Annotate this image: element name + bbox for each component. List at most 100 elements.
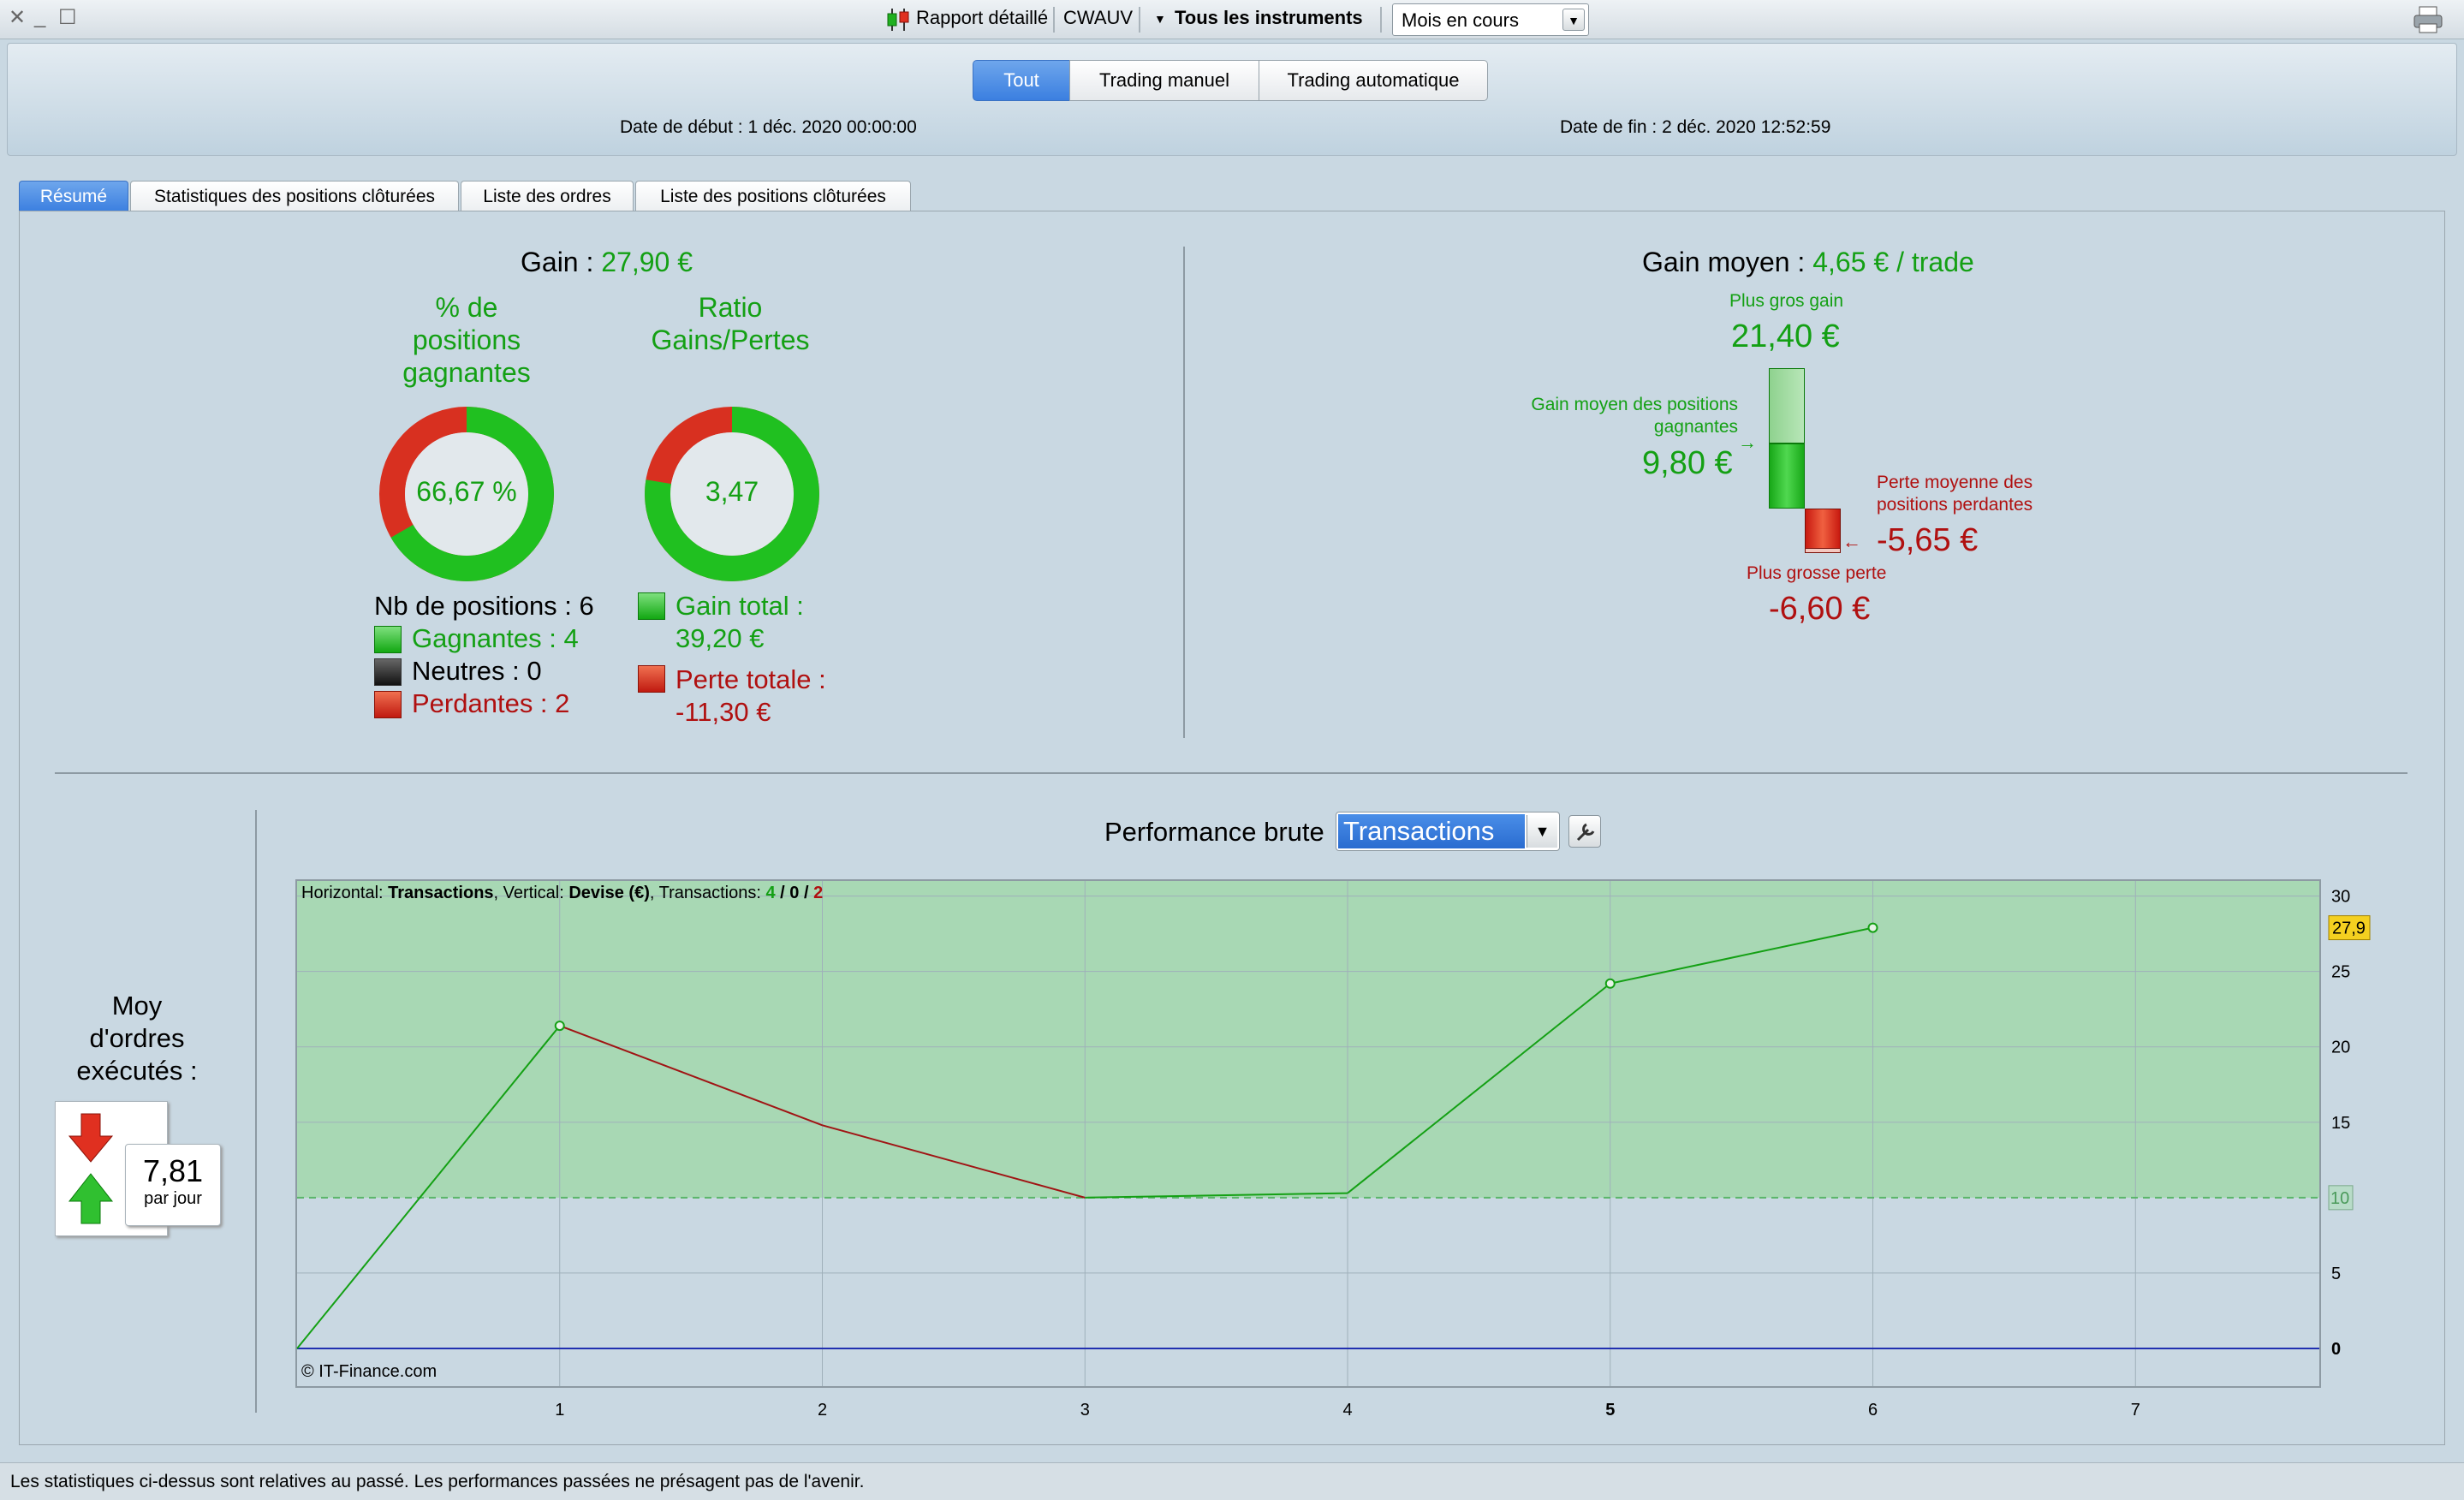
period-select[interactable]: Mois en cours ▼ xyxy=(1392,3,1589,36)
total-gain-label: Gain total : xyxy=(676,591,804,621)
positions-count: Nb de positions : 6 xyxy=(374,591,594,621)
reference-badge-box xyxy=(2328,1185,2354,1211)
caret-down-icon[interactable]: ▼ xyxy=(1154,12,1166,26)
green-square-icon xyxy=(374,626,402,653)
winning-pct-title-line: % de xyxy=(435,292,498,323)
average-losing-label: Perte moyenne des positions perdantes xyxy=(1877,472,2033,516)
y-tick-label: 30 xyxy=(2331,888,2350,907)
largest-loss-label: Plus grosse perte xyxy=(1747,563,1887,583)
status-bar: Les statistiques ci-dessus sont relative… xyxy=(0,1462,2464,1500)
y-tick-label: 20 xyxy=(2331,1039,2350,1057)
arrow-down-icon xyxy=(68,1113,114,1163)
series xyxy=(296,922,1878,1349)
axis-ticks: 1 2 3 4 5 6 7 30 25 20 15 5 0 xyxy=(555,888,2350,1420)
largest-loss-value: -6,60 € xyxy=(1769,591,1871,627)
gridlines xyxy=(297,881,2319,1386)
data-point xyxy=(554,1021,565,1032)
donut-center xyxy=(405,432,528,556)
printer-icon[interactable] xyxy=(2413,5,2443,34)
candlestick-chart-icon xyxy=(885,7,911,33)
largest-gain-label: Plus gros gain xyxy=(1729,291,1844,311)
chart-info-part: / xyxy=(799,884,813,902)
chevron-down-icon[interactable]: ▼ xyxy=(1527,815,1557,848)
arrow-left-icon: ← xyxy=(1842,531,1861,552)
above-reference-fill xyxy=(297,881,2319,1198)
toolbar-separator xyxy=(1053,7,1055,33)
last-value-badge: 27,9 xyxy=(2328,915,2371,941)
segment-manual-trading[interactable]: Trading manuel xyxy=(1069,60,1259,101)
maximize-icon[interactable]: ☐ xyxy=(58,6,77,29)
account-label[interactable]: CWAUV xyxy=(1063,7,1134,28)
vertical-divider xyxy=(255,810,257,1413)
average-losing-label-line: Perte moyenne des xyxy=(1877,473,2033,492)
average-winning-label: Gain moyen des positions gagnantes xyxy=(1455,394,1738,438)
period-select-value: Mois en cours xyxy=(1402,9,1519,31)
tab-closed-positions-list[interactable]: Liste des positions clôturées xyxy=(635,181,911,211)
total-loss-label: Perte totale : xyxy=(676,664,826,694)
total-loss-value: -11,30 € xyxy=(676,697,771,727)
average-winning-label-line: Gain moyen des positions xyxy=(1531,395,1738,414)
winning-pct-title-line: positions xyxy=(412,324,521,355)
losing-positions: Perdantes : 2 xyxy=(412,688,570,718)
instruments-menu[interactable]: Tous les instruments xyxy=(1175,7,1363,28)
average-winning-label-line: gagnantes xyxy=(1653,417,1738,437)
chart-info-part: 0 xyxy=(789,884,799,902)
x-tick-label: 5 xyxy=(1605,1401,1615,1420)
segment-all[interactable]: Tout xyxy=(973,60,1070,101)
reference-label: 10 xyxy=(2330,1189,2349,1208)
data-point xyxy=(1867,922,1878,933)
series-segment xyxy=(822,1124,1086,1199)
neutral-positions: Neutres : 0 xyxy=(412,656,542,686)
x-tick-label: 3 xyxy=(1080,1401,1090,1420)
y-tick-label: 25 xyxy=(2331,963,2350,982)
winning-positions: Gagnantes : 4 xyxy=(412,623,579,653)
largest-gain-value: 21,40 € xyxy=(1731,318,1840,354)
ratio-value: 3,47 xyxy=(705,476,759,507)
orders-title-line: exécutés : xyxy=(76,1056,198,1086)
average-gain-label: Gain moyen : xyxy=(1642,247,1813,277)
chart-info-part: , Transactions: xyxy=(650,884,766,902)
gain-label: Gain : xyxy=(521,247,602,277)
gain-value: 27,90 € xyxy=(601,247,693,277)
performance-mode-select[interactable]: Transactions ▼ xyxy=(1336,812,1560,851)
window-titlebar: ✕ _ ☐ Rapport détaillé CWAUV ▼ Tous les … xyxy=(0,0,2464,39)
gain-title: Gain : 27,90 € xyxy=(521,247,693,278)
chart-info-part: 2 xyxy=(813,884,823,902)
detailed-report-label[interactable]: Rapport détaillé xyxy=(916,7,1049,28)
performance-title: Performance brute xyxy=(1104,817,1324,847)
ratio-title-line: Gains/Pertes xyxy=(651,324,810,355)
largest-loss-bar xyxy=(1805,548,1841,553)
gain-loss-ratio-donut xyxy=(645,407,819,581)
chart-info-part: Devise (€) xyxy=(568,884,650,902)
segment-automatic-trading[interactable]: Trading automatique xyxy=(1259,60,1488,101)
chevron-down-icon[interactable]: ▼ xyxy=(1562,9,1585,31)
chart-info-part: / xyxy=(776,884,790,902)
chart-info-part: 4 xyxy=(765,884,776,902)
tab-summary[interactable]: Résumé xyxy=(19,181,128,211)
chart-info: Horizontal: Transactions, Vertical: Devi… xyxy=(301,884,823,902)
last-value-label: 27,9 xyxy=(2332,920,2366,938)
red-square-icon xyxy=(638,665,665,693)
tab-orders-list[interactable]: Liste des ordres xyxy=(461,181,634,211)
y-tick-label: 15 xyxy=(2331,1114,2350,1133)
tab-closed-positions-stats[interactable]: Statistiques des positions clôturées xyxy=(130,181,459,211)
horizontal-divider xyxy=(55,772,2407,774)
chart-info-part: Transactions xyxy=(388,884,493,902)
average-losing-value: -5,65 € xyxy=(1877,522,1979,558)
total-gain-value: 39,20 € xyxy=(676,623,765,653)
arrow-up-icon xyxy=(68,1173,114,1224)
end-date: Date de fin : 2 déc. 2020 12:52:59 xyxy=(1560,117,1831,137)
largest-gain-bar xyxy=(1769,368,1805,443)
x-tick-label: 1 xyxy=(555,1401,564,1420)
orders-title: Moy d'ordres exécutés : xyxy=(51,990,223,1087)
x-tick-label: 4 xyxy=(1342,1401,1352,1420)
start-date: Date de début : 1 déc. 2020 00:00:00 xyxy=(620,117,917,137)
minimize-icon[interactable]: _ xyxy=(34,5,46,28)
chart-info-part: , Vertical: xyxy=(494,884,569,902)
close-icon[interactable]: ✕ xyxy=(9,6,27,29)
y-tick-label: 5 xyxy=(2331,1265,2341,1283)
wrench-icon[interactable] xyxy=(1568,815,1601,848)
y-tick-label: 0 xyxy=(2331,1340,2341,1359)
toolbar-separator xyxy=(1139,7,1140,33)
